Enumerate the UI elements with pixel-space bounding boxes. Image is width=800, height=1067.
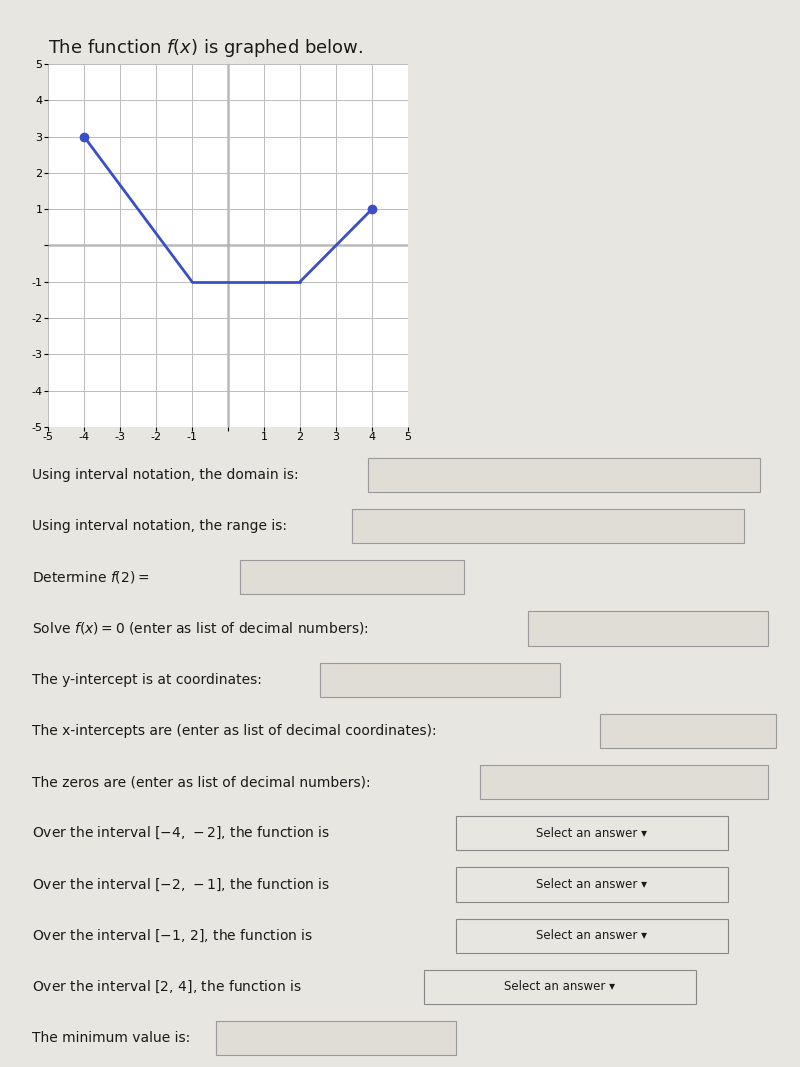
Text: Select an answer ▾: Select an answer ▾ — [537, 929, 647, 942]
Text: Determine $f(2) =$: Determine $f(2) =$ — [32, 570, 150, 585]
Text: The x-intercepts are (enter as list of decimal coordinates):: The x-intercepts are (enter as list of d… — [32, 723, 437, 738]
Text: The y-intercept is at coordinates:: The y-intercept is at coordinates: — [32, 672, 262, 687]
Text: Select an answer ▾: Select an answer ▾ — [537, 878, 647, 891]
Text: Select an answer ▾: Select an answer ▾ — [537, 827, 647, 840]
Text: Over the interval $[-1,\,2]$, the function is: Over the interval $[-1,\,2]$, the functi… — [32, 927, 313, 944]
Text: The zeros are (enter as list of decimal numbers):: The zeros are (enter as list of decimal … — [32, 775, 370, 790]
Text: Select an answer ▾: Select an answer ▾ — [505, 981, 615, 993]
Text: The minimum value is:: The minimum value is: — [32, 1031, 190, 1046]
Text: Over the interval $[2,\,4]$, the function is: Over the interval $[2,\,4]$, the functio… — [32, 978, 302, 996]
Text: Using interval notation, the range is:: Using interval notation, the range is: — [32, 519, 287, 534]
Text: The function $f(x)$ is graphed below.: The function $f(x)$ is graphed below. — [48, 37, 363, 60]
Text: Over the interval $[-2,\,-1]$, the function is: Over the interval $[-2,\,-1]$, the funct… — [32, 876, 330, 893]
Text: Using interval notation, the domain is:: Using interval notation, the domain is: — [32, 467, 298, 482]
Text: Solve $f(x) = 0$ (enter as list of decimal numbers):: Solve $f(x) = 0$ (enter as list of decim… — [32, 621, 369, 636]
Text: Over the interval $[-4,\,-2]$, the function is: Over the interval $[-4,\,-2]$, the funct… — [32, 825, 330, 842]
